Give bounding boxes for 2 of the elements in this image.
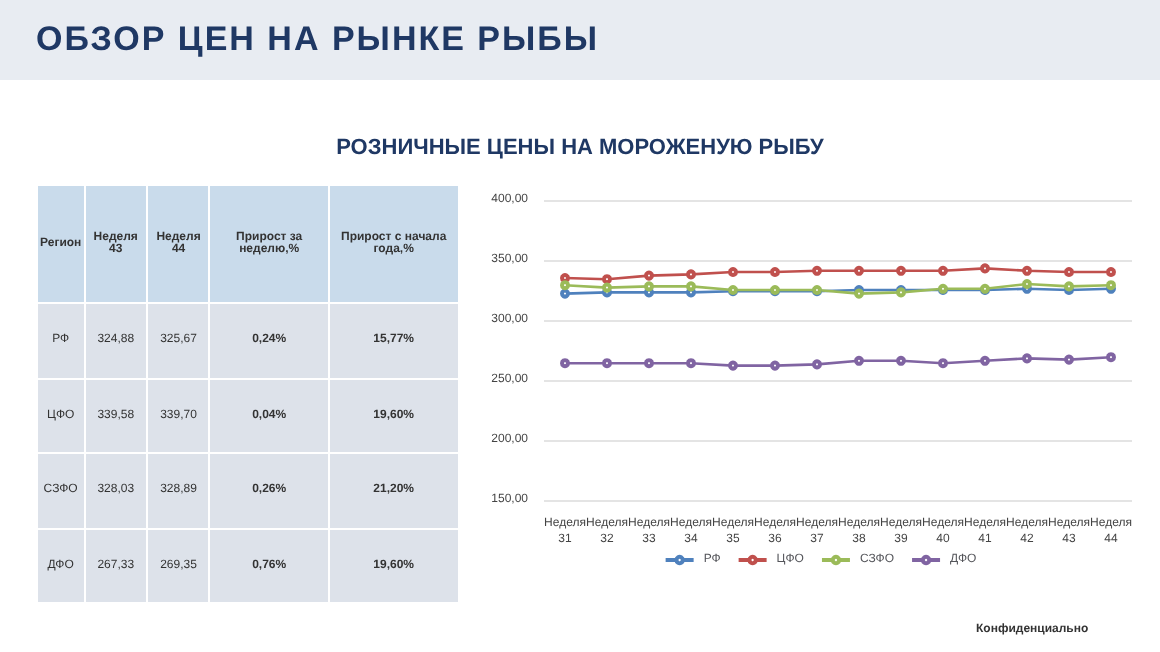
text: ОБЗОР ЦЕН НА РЫНКЕ РЫБЫ [36,20,600,60]
chart-title: РОЗНИЧНЫЕ ЦЕНЫ НА МОРОЖЕНУЮ РЫБУ [334,136,826,160]
